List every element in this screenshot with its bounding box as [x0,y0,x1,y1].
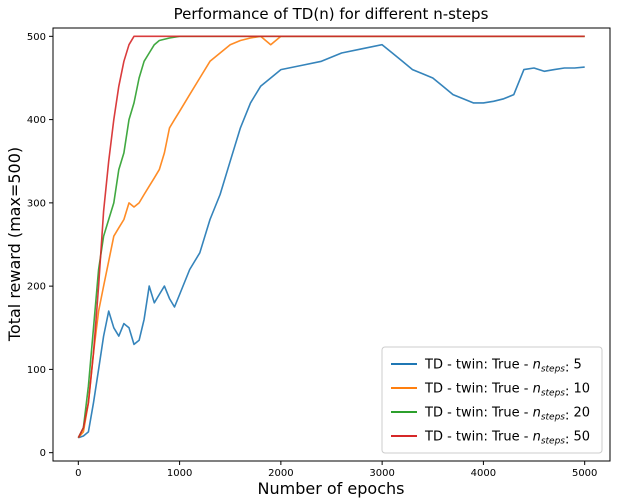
legend-entry-n10: TD - twin: True - nsteps: 10 [424,382,590,400]
series-line-n5 [78,43,585,439]
legend-entry-n20: TD - twin: True - nsteps: 20 [424,406,590,424]
legend-sub: steps [541,437,565,447]
series-line-n50 [77,35,585,439]
legend-value: 20 [574,406,591,421]
x-tick-label: 1000 [167,468,192,479]
x-axis-label: Number of epochs [258,479,405,498]
legend-box [381,346,603,454]
legend-var: n [533,430,541,445]
legend-sub: steps [541,365,565,375]
legend-var: n [533,382,541,397]
plot-frame [52,27,611,462]
legend-prefix: TD - twin: True - [424,430,533,445]
y-tick-label: 0 [40,448,46,459]
legend: TD - twin: True - nsteps: 5TD - twin: Tr… [381,346,603,454]
y-tick-label: 200 [27,282,46,293]
x-tick-label: 3000 [369,468,394,479]
legend-value: 5 [574,358,582,373]
y-tick-label: 400 [27,115,46,126]
x-tick-label: 2000 [268,468,293,479]
legend-prefix: TD - twin: True - [424,358,533,373]
legend-sub: steps [541,389,565,399]
legend-prefix: TD - twin: True - [424,406,533,421]
legend-value: 10 [574,382,591,397]
y-tick-label: 500 [27,32,46,43]
legend-entry-n50: TD - twin: True - nsteps: 50 [424,430,590,448]
y-axis-label: Total reward (max=500) [5,147,24,342]
legend-sub: steps [541,413,565,423]
legend-var: n [533,406,541,421]
x-tick-label: 5000 [572,468,597,479]
x-tick-label: 4000 [471,468,496,479]
legend-value: 50 [574,430,591,445]
x-tick-label: 0 [75,468,81,479]
y-tick-label: 300 [27,198,46,209]
legend-var: n [533,358,541,373]
legend-prefix: TD - twin: True - [424,382,533,397]
y-tick-label: 100 [27,365,46,376]
legend-entry-n5: TD - twin: True - nsteps: 5 [424,358,582,376]
chart-title: Performance of TD(n) for different n-ste… [174,5,489,23]
